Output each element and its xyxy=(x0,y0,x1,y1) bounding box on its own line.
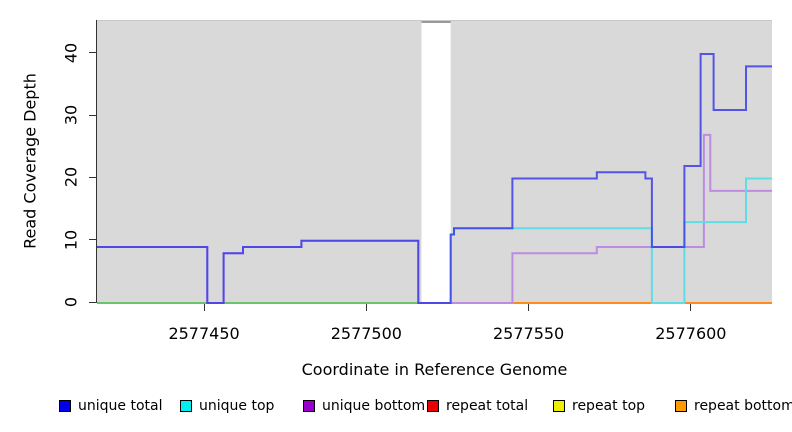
legend-label: unique total xyxy=(78,398,163,414)
legend-swatch-unique-bottom xyxy=(303,400,315,412)
y-tick-label: 20 xyxy=(61,167,81,188)
series-line-unique-total xyxy=(97,53,772,304)
x-axis-title: Coordinate in Reference Genome xyxy=(301,360,568,379)
legend-swatch-unique-top xyxy=(180,400,192,412)
y-tick-label: 0 xyxy=(61,296,81,308)
x-tick-label: 2577500 xyxy=(330,324,402,343)
legend-swatch-repeat-bottom xyxy=(675,400,687,412)
x-tick-label: 2577550 xyxy=(492,324,565,343)
x-tick-mark xyxy=(203,304,205,311)
y-axis-title: Read Coverage Depth xyxy=(20,73,40,249)
x-tick-mark xyxy=(365,304,367,311)
y-axis-line xyxy=(96,20,97,303)
y-tick-mark xyxy=(89,52,96,54)
x-tick-mark xyxy=(690,304,692,311)
legend-label: repeat top xyxy=(572,398,646,414)
legend-label: repeat bottom xyxy=(694,398,792,414)
y-tick-mark xyxy=(89,239,96,241)
x-tick-mark xyxy=(528,304,530,311)
y-tick-label: 10 xyxy=(61,229,81,250)
y-tick-label: 30 xyxy=(61,105,81,126)
y-tick-mark xyxy=(89,114,96,116)
legend-swatch-repeat-total xyxy=(427,400,439,412)
x-tick-label: 2577450 xyxy=(168,324,240,343)
legend-label: unique top xyxy=(199,398,275,414)
y-tick-mark xyxy=(89,301,96,303)
x-tick-label: 2577600 xyxy=(655,324,727,343)
legend-swatch-repeat-top xyxy=(553,400,565,412)
legend-label: repeat total xyxy=(446,398,529,414)
coverage-chart xyxy=(97,21,772,305)
series-line-unique-top xyxy=(449,177,772,304)
legend-swatch-unique-total xyxy=(59,400,71,412)
y-tick-label: 40 xyxy=(61,42,81,64)
legend-label: unique bottom xyxy=(322,398,426,414)
y-tick-mark xyxy=(89,176,96,178)
missing-data-gap xyxy=(421,21,451,305)
plot-area xyxy=(97,20,772,305)
